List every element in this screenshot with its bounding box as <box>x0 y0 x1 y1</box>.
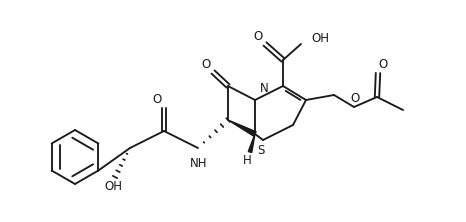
Text: O: O <box>378 59 388 71</box>
Text: N: N <box>260 82 269 95</box>
Text: NH: NH <box>190 157 208 170</box>
Text: OH: OH <box>311 32 329 44</box>
Polygon shape <box>228 120 256 136</box>
Text: O: O <box>152 93 162 107</box>
Text: O: O <box>350 93 360 105</box>
Polygon shape <box>248 134 255 153</box>
Text: H: H <box>243 155 251 168</box>
Text: S: S <box>257 143 265 157</box>
Text: O: O <box>254 30 263 42</box>
Text: O: O <box>201 57 211 71</box>
Text: OH: OH <box>104 180 122 194</box>
